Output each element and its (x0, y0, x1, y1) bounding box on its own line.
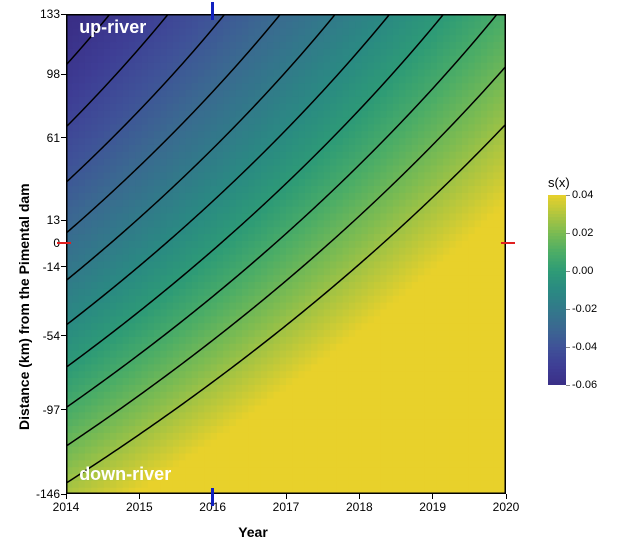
y-tick: -97 (26, 403, 60, 417)
svg-text:up-river: up-river (79, 17, 146, 37)
x-tick: 2014 (50, 500, 82, 514)
colorbar-tick: 0.02 (572, 227, 593, 239)
x-tick: 2017 (270, 500, 302, 514)
ref-x-event-tick (211, 2, 214, 20)
colorbar-tick: -0.04 (572, 341, 597, 353)
ref-x-event-tick (211, 488, 214, 506)
x-tick: 2018 (343, 500, 375, 514)
figure: Distance (km) from the Pimental dam Year… (0, 0, 628, 547)
y-tick: -14 (26, 260, 60, 274)
ref-y-zero-tick (57, 242, 71, 244)
y-tick: 133 (26, 7, 60, 21)
y-tick: -54 (26, 329, 60, 343)
plot-area: up-river down-river (66, 14, 506, 494)
x-tick: 2020 (490, 500, 522, 514)
colorbar-tick: 0.00 (572, 265, 593, 277)
x-tick: 2019 (417, 500, 449, 514)
colorbar-tick: 0.04 (572, 189, 593, 201)
y-tick: 0 (26, 236, 60, 250)
contour-heatmap: up-river down-river (66, 14, 506, 494)
ref-y-zero-tick (501, 242, 515, 244)
colorbar (548, 195, 566, 385)
x-axis-label: Year (0, 524, 506, 540)
y-tick: -146 (26, 487, 60, 501)
colorbar-tick: -0.06 (572, 379, 597, 391)
x-tick: 2015 (123, 500, 155, 514)
y-tick: 98 (26, 67, 60, 81)
svg-text:down-river: down-river (79, 464, 171, 484)
colorbar-tick: -0.02 (572, 303, 597, 315)
y-tick: 61 (26, 131, 60, 145)
legend-title: s(x) (548, 175, 570, 190)
y-tick: 13 (26, 213, 60, 227)
